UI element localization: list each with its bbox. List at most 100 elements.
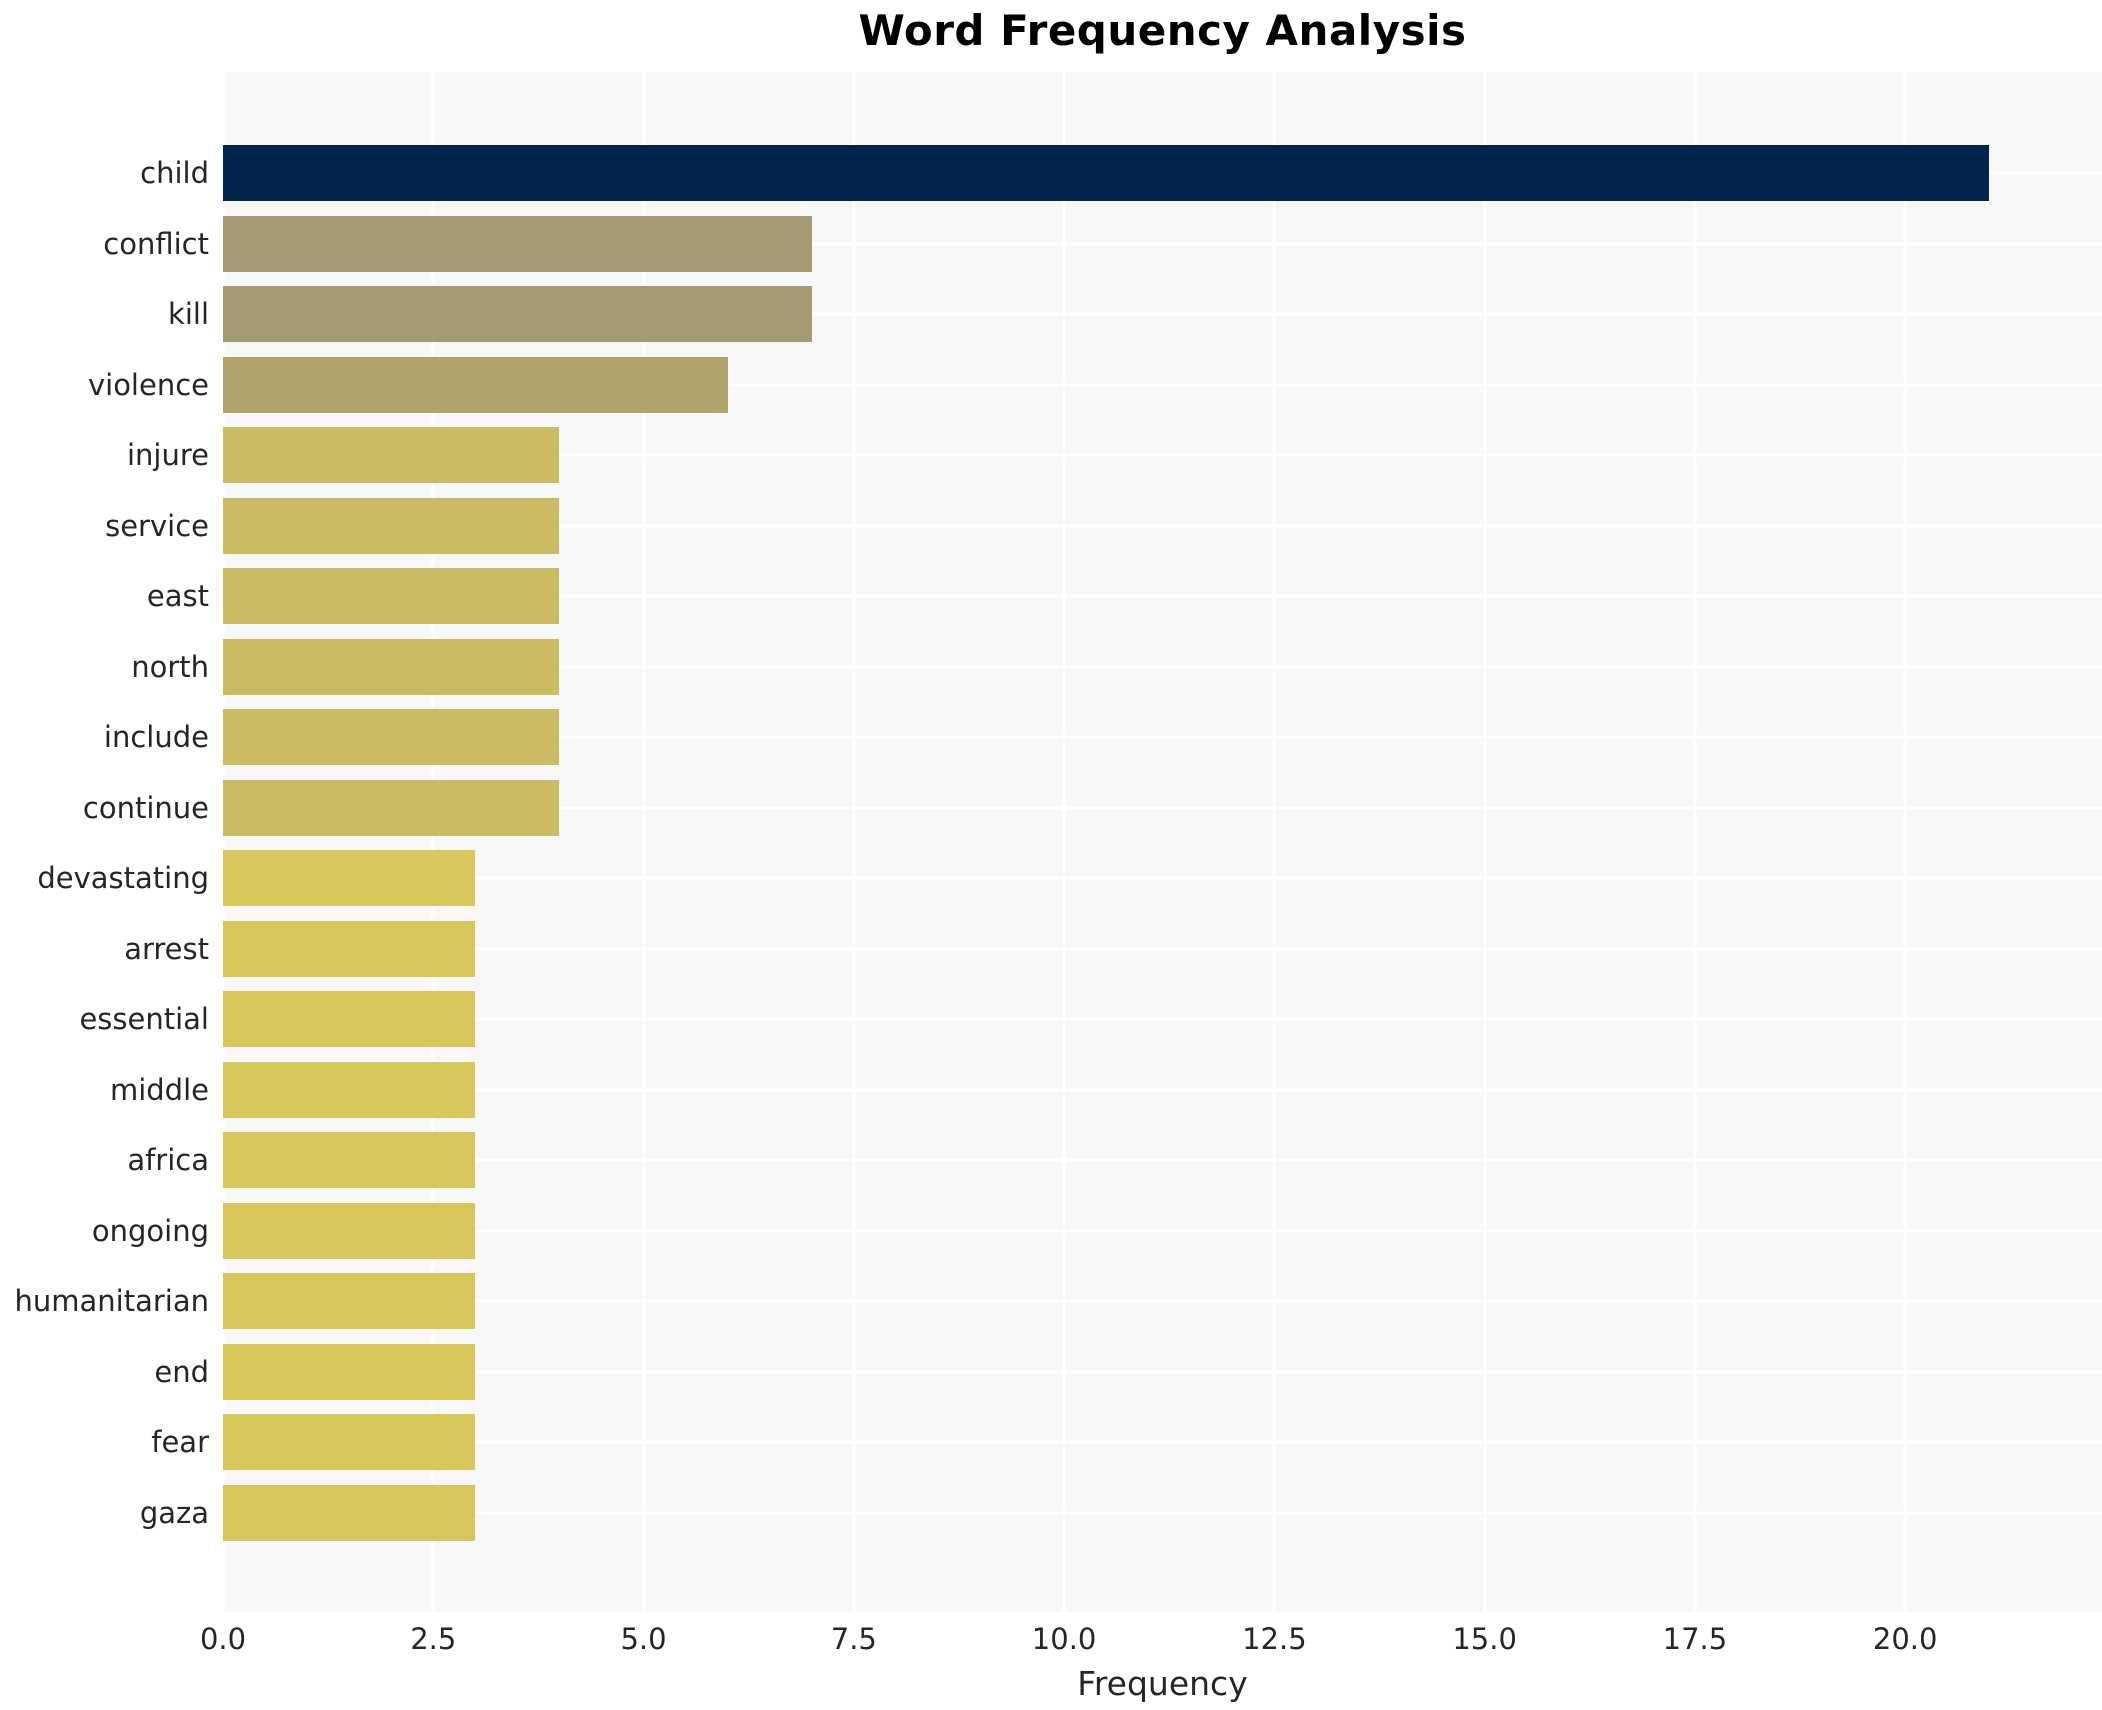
bar-row: service (105, 491, 2102, 562)
frequency-bar (223, 568, 560, 625)
x-axis-ticks: 0.0 2.5 5.0 7.5 10.0 12.5 15.0 17.5 20.0 (200, 1622, 2102, 1662)
bar-row: fear (151, 1407, 2102, 1478)
x-tick-label: 17.5 (1662, 1622, 1728, 1656)
bar-row: north (131, 632, 2102, 703)
bar-row: devastating (37, 843, 2102, 914)
gridline-y (223, 1370, 2102, 1374)
x-axis-label: Frequency (1077, 1664, 1248, 1703)
bar-row: arrest (124, 914, 2102, 985)
bar-row: east (147, 561, 2102, 632)
bar-row: include (104, 702, 2102, 773)
chart-title: Word Frequency Analysis (858, 6, 1467, 55)
gridline-y (223, 242, 2102, 246)
gridline-x-15 (1483, 72, 1487, 1612)
bar-rows: child conflict kill violence injure service ea… (15, 72, 2102, 1612)
gridline-y (223, 665, 2102, 669)
frequency-bar (223, 779, 560, 836)
frequency-bar (223, 709, 560, 766)
frequency-bar (223, 1061, 476, 1118)
gridline-x-5 (642, 72, 646, 1612)
gridline-y (223, 806, 2102, 810)
frequency-bar (223, 1343, 476, 1400)
category-label: devastating (37, 861, 209, 896)
category-label: kill (168, 297, 209, 332)
gridline-x-10 (1062, 72, 1066, 1612)
gridline-y (223, 1088, 2102, 1092)
gridline-y (223, 524, 2102, 528)
category-label: essential (79, 1002, 209, 1037)
bar-row: injure (127, 420, 2102, 491)
frequency-bar (223, 850, 476, 907)
gridline-y (223, 453, 2102, 457)
x-tick-label: 5.0 (620, 1622, 667, 1656)
plot-area: child conflict kill violence injure service ea… (15, 72, 2102, 1612)
gridline-y (223, 1017, 2102, 1021)
frequency-bar (223, 356, 728, 413)
category-label: violence (87, 367, 209, 402)
bar-row: essential (79, 984, 2102, 1055)
category-label: east (146, 579, 209, 614)
gridline-x-2.5 (431, 72, 435, 1612)
bar-row: end (154, 1337, 2102, 1408)
bar-row: child (140, 138, 2102, 209)
bar-row: ongoing (92, 1196, 2102, 1267)
gridline-y (223, 383, 2102, 387)
gridline-x-17.5 (1693, 72, 1697, 1612)
gridline-x-20 (1903, 72, 1907, 1612)
frequency-bar (223, 1132, 476, 1189)
bar-row: humanitarian (15, 1266, 2102, 1337)
x-tick-label: 12.5 (1242, 1622, 1307, 1656)
frequency-bar (223, 497, 560, 554)
bar-row: middle (110, 1055, 2102, 1126)
frequency-bar (223, 1273, 476, 1330)
bar-row: kill (168, 279, 2102, 350)
gridline-y (223, 947, 2102, 951)
bar-row: violence (88, 350, 2102, 421)
frequency-bar (223, 427, 560, 484)
gridline-y (223, 1299, 2102, 1303)
frequency-bar (223, 1414, 476, 1471)
category-label: continue (82, 790, 209, 825)
frequency-bar (223, 145, 1990, 202)
category-label: fear (151, 1425, 209, 1460)
frequency-bar (223, 286, 812, 343)
category-label: arrest (124, 931, 209, 966)
bar-row: conflict (103, 209, 2102, 280)
frequency-bar (223, 1484, 476, 1541)
category-label: injure (126, 438, 209, 473)
category-label: middle (109, 1072, 209, 1107)
gridline-x-7.5 (852, 72, 856, 1612)
category-label: service (105, 508, 209, 543)
category-label: ongoing (91, 1213, 209, 1248)
frequency-bar (223, 215, 812, 272)
frequency-bar (223, 1202, 476, 1259)
gridline-y (223, 594, 2102, 598)
gridline-y (223, 312, 2102, 316)
x-tick-label: 0.0 (199, 1622, 247, 1656)
bar-row: africa (127, 1125, 2102, 1196)
category-label: child (140, 156, 209, 191)
category-label: gaza (139, 1495, 209, 1530)
gridline-x-12.5 (1272, 72, 1276, 1612)
frequency-bar (223, 638, 560, 695)
category-label: north (131, 649, 209, 684)
frequency-bar (223, 991, 476, 1048)
gridline-y (223, 1440, 2102, 1444)
gridline-y (223, 735, 2102, 739)
vertical-gridlines (221, 72, 2102, 1612)
category-label: include (103, 720, 209, 755)
gridline-y (223, 1229, 2102, 1233)
category-label: africa (127, 1143, 209, 1178)
bar-row: continue (83, 773, 2102, 844)
gridline-y (223, 1511, 2102, 1515)
gridline-x-0 (221, 72, 225, 1612)
frequency-bar (223, 920, 476, 977)
x-tick-label: 2.5 (410, 1622, 457, 1656)
category-label: end (154, 1354, 209, 1389)
x-tick-label: 15.0 (1452, 1622, 1517, 1656)
category-label: conflict (103, 226, 209, 261)
x-tick-label: 7.5 (830, 1622, 877, 1656)
gridline-y (223, 876, 2102, 880)
x-tick-label: 10.0 (1031, 1622, 1097, 1656)
